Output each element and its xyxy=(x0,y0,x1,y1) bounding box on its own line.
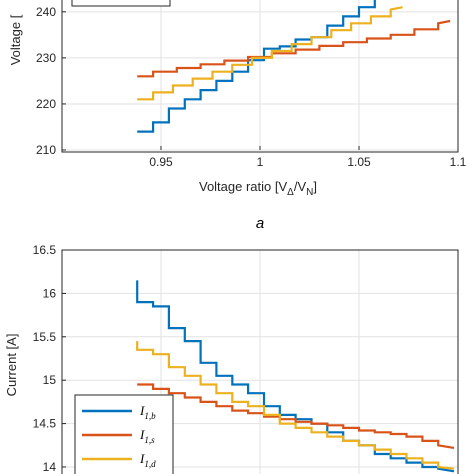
y-tick-label: 15.5 xyxy=(33,330,57,344)
legend-label-sub: 1,s xyxy=(144,435,155,445)
series-line-1 xyxy=(137,383,455,449)
panel-a-voltage-chart: 210 220 230 240 0.95 1 1.05 1.1 Voltage [ Volta… xyxy=(8,0,467,232)
y-tick-label: 210 xyxy=(36,143,56,157)
panel-a-y-axis-label: Voltage [ xyxy=(8,14,23,65)
y-tick-label: 15 xyxy=(43,373,57,387)
y-tick-label: 14 xyxy=(43,460,57,474)
x-tick-label: 0.95 xyxy=(149,155,173,169)
panel-a-caption-label: a xyxy=(256,215,264,232)
legend-label-main: I xyxy=(139,427,145,442)
panel-a-axes-frame xyxy=(61,0,459,153)
series-line-1 xyxy=(137,19,451,78)
panel-a-series xyxy=(137,0,451,133)
panel-b-legend: I1,bI1,sI1,d xyxy=(74,394,174,474)
y-tick-label: 230 xyxy=(36,51,56,65)
legend-label: I1,b xyxy=(139,403,156,421)
legend-label-sub: 1,b xyxy=(144,411,156,421)
series-line-2 xyxy=(137,6,403,101)
panel-a-x-axis-label-mid: /V xyxy=(294,179,307,194)
x-tick-label: 1 xyxy=(257,155,264,169)
x-tick-label: 1.05 xyxy=(347,155,371,169)
y-tick-label: 240 xyxy=(36,5,56,19)
x-tick-label: 1.1 xyxy=(450,155,467,169)
panel-a-x-axis-label: Voltage ratio [VΔ/VN] xyxy=(199,179,317,198)
legend-label: I1,s xyxy=(139,427,155,445)
panel-b-y-axis-label: Current [A] xyxy=(4,334,19,397)
panel-b-ticks: 14 14.5 15 15.5 16 16.5 xyxy=(33,243,66,474)
legend-label-main: I xyxy=(139,403,145,418)
legend-label-main: I xyxy=(139,451,145,466)
y-tick-label: 16 xyxy=(43,286,57,300)
series-line-0 xyxy=(137,0,376,133)
panel-a-x-axis-label-sub1: Δ xyxy=(287,187,294,198)
panel-b-series xyxy=(136,280,455,473)
y-tick-label: 16.5 xyxy=(33,243,57,257)
panel-a-x-axis-label-end: ] xyxy=(313,179,317,194)
panel-a-x-axis-label-main: Voltage ratio [V xyxy=(199,179,287,194)
panel-a-ticks: 210 220 230 240 0.95 1 1.05 1.1 xyxy=(36,5,467,169)
series-line-2 xyxy=(136,341,455,470)
y-tick-label: 220 xyxy=(36,97,56,111)
y-tick-label: 14.5 xyxy=(33,417,57,431)
series-line-0 xyxy=(136,280,455,473)
panel-a-x-axis-label-sub2: N xyxy=(306,187,313,198)
legend-label: I1,d xyxy=(139,451,156,469)
panel-b-axes-frame xyxy=(61,249,459,474)
panel-a-grid xyxy=(62,0,459,151)
legend-label-sub: 1,d xyxy=(144,459,156,469)
panel-a-legend-box xyxy=(71,0,171,7)
